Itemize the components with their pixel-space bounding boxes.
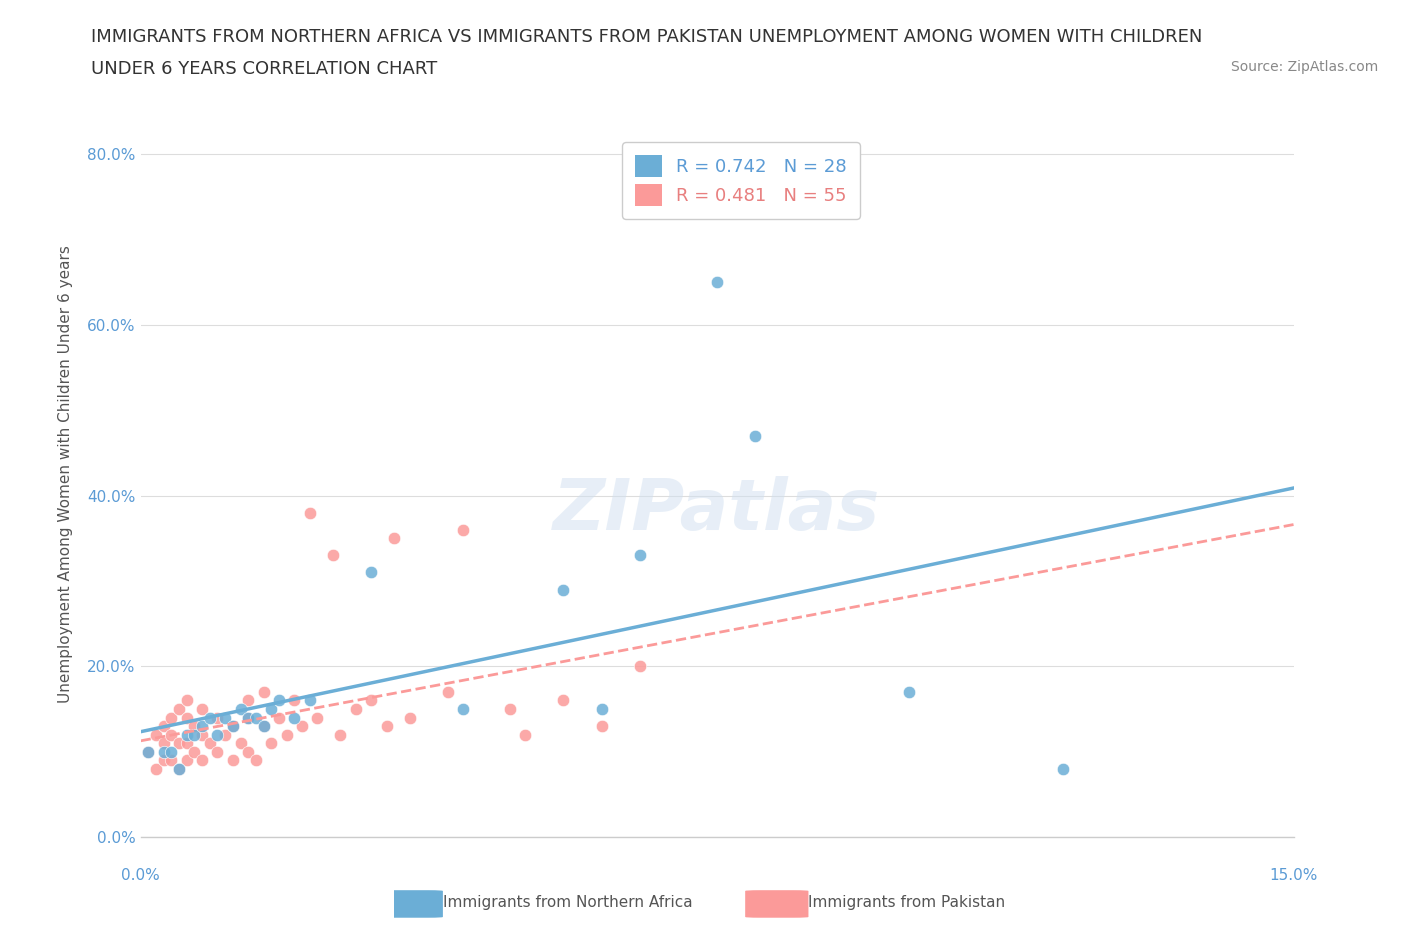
Point bbox=[176, 693, 198, 708]
Point bbox=[207, 711, 229, 725]
Point bbox=[1052, 762, 1074, 777]
Point bbox=[344, 701, 367, 716]
Point bbox=[260, 701, 283, 716]
Point bbox=[276, 727, 298, 742]
Point bbox=[360, 565, 382, 580]
Point bbox=[283, 711, 305, 725]
Point bbox=[453, 523, 475, 538]
Point bbox=[183, 744, 205, 759]
Point bbox=[437, 684, 460, 699]
Point bbox=[252, 719, 274, 734]
Point bbox=[176, 727, 198, 742]
Point bbox=[167, 701, 190, 716]
Point bbox=[167, 762, 190, 777]
Point bbox=[898, 684, 921, 699]
Point bbox=[167, 762, 190, 777]
Point bbox=[160, 711, 183, 725]
Point bbox=[152, 752, 174, 767]
Point bbox=[176, 736, 198, 751]
Point bbox=[744, 429, 766, 444]
Point bbox=[591, 701, 613, 716]
Point bbox=[207, 727, 229, 742]
Point bbox=[198, 711, 221, 725]
Point bbox=[222, 719, 245, 734]
Point bbox=[706, 275, 728, 290]
Text: Source: ZipAtlas.com: Source: ZipAtlas.com bbox=[1230, 60, 1378, 74]
Point bbox=[329, 727, 352, 742]
Point bbox=[628, 548, 651, 563]
Y-axis label: Unemployment Among Women with Children Under 6 years: Unemployment Among Women with Children U… bbox=[59, 246, 73, 703]
Legend: R = 0.742   N = 28, R = 0.481   N = 55: R = 0.742 N = 28, R = 0.481 N = 55 bbox=[623, 142, 859, 219]
Point bbox=[191, 719, 214, 734]
Point bbox=[298, 505, 321, 520]
Point bbox=[628, 658, 651, 673]
Text: UNDER 6 YEARS CORRELATION CHART: UNDER 6 YEARS CORRELATION CHART bbox=[91, 60, 437, 78]
Point bbox=[498, 701, 520, 716]
Point bbox=[238, 711, 260, 725]
Point bbox=[214, 727, 236, 742]
Point bbox=[553, 582, 575, 597]
Text: Immigrants from Northern Africa: Immigrants from Northern Africa bbox=[443, 895, 693, 910]
Point bbox=[283, 693, 305, 708]
Point bbox=[245, 752, 267, 767]
Point bbox=[136, 744, 159, 759]
Point bbox=[591, 719, 613, 734]
Point bbox=[214, 711, 236, 725]
Point bbox=[375, 719, 398, 734]
Point bbox=[222, 752, 245, 767]
Point bbox=[252, 684, 274, 699]
Point bbox=[267, 711, 290, 725]
Point bbox=[553, 693, 575, 708]
Point bbox=[238, 744, 260, 759]
Point bbox=[307, 711, 329, 725]
Point bbox=[183, 719, 205, 734]
Point bbox=[252, 719, 274, 734]
Point bbox=[513, 727, 536, 742]
FancyBboxPatch shape bbox=[745, 890, 808, 918]
Text: 15.0%: 15.0% bbox=[1270, 868, 1317, 883]
FancyBboxPatch shape bbox=[380, 890, 443, 918]
Point bbox=[145, 762, 167, 777]
Point bbox=[176, 711, 198, 725]
Text: 0.0%: 0.0% bbox=[121, 868, 160, 883]
Point bbox=[176, 752, 198, 767]
Point bbox=[207, 744, 229, 759]
Point bbox=[245, 711, 267, 725]
Point bbox=[183, 727, 205, 742]
Point bbox=[191, 752, 214, 767]
Point bbox=[322, 548, 344, 563]
Point bbox=[298, 693, 321, 708]
Point bbox=[453, 701, 475, 716]
Text: IMMIGRANTS FROM NORTHERN AFRICA VS IMMIGRANTS FROM PAKISTAN UNEMPLOYMENT AMONG W: IMMIGRANTS FROM NORTHERN AFRICA VS IMMIG… bbox=[91, 28, 1202, 46]
Point bbox=[267, 693, 290, 708]
Point bbox=[167, 736, 190, 751]
Point bbox=[152, 719, 174, 734]
Point bbox=[136, 744, 159, 759]
Point bbox=[191, 701, 214, 716]
Point bbox=[152, 736, 174, 751]
Point bbox=[152, 744, 174, 759]
Text: Immigrants from Pakistan: Immigrants from Pakistan bbox=[808, 895, 1005, 910]
Point bbox=[160, 744, 183, 759]
Point bbox=[198, 736, 221, 751]
Point bbox=[145, 727, 167, 742]
Point bbox=[160, 727, 183, 742]
Point bbox=[238, 711, 260, 725]
Point bbox=[222, 719, 245, 734]
Point bbox=[291, 719, 314, 734]
Point bbox=[160, 752, 183, 767]
Point bbox=[238, 693, 260, 708]
Point bbox=[229, 736, 252, 751]
Point bbox=[229, 701, 252, 716]
Text: ZIPatlas: ZIPatlas bbox=[554, 476, 880, 545]
Point bbox=[260, 736, 283, 751]
Point bbox=[360, 693, 382, 708]
Point bbox=[191, 727, 214, 742]
Point bbox=[382, 531, 405, 546]
Point bbox=[398, 711, 420, 725]
